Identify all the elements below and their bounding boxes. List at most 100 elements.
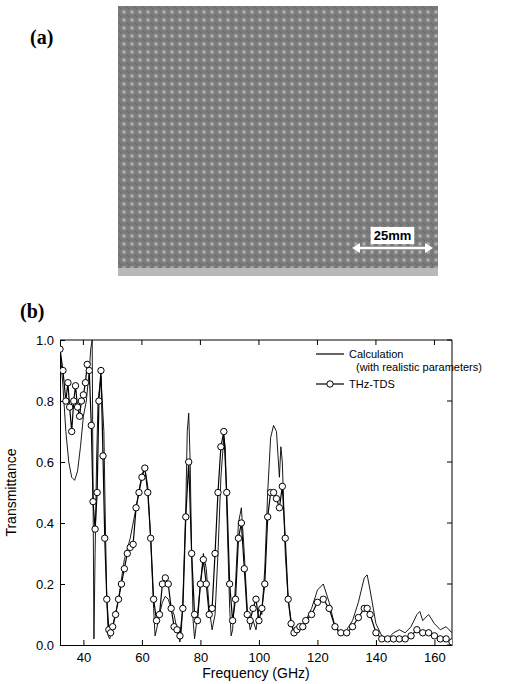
tick-mark	[200, 340, 201, 345]
data-point	[71, 398, 77, 404]
data-point	[183, 514, 189, 520]
data-point	[72, 383, 78, 389]
tick-mark	[200, 640, 201, 645]
data-point	[431, 633, 437, 639]
data-point	[174, 627, 180, 633]
data-point	[180, 605, 186, 611]
legend-swatch	[316, 353, 344, 354]
data-point	[449, 639, 452, 645]
data-point	[86, 367, 92, 373]
data-point	[320, 596, 326, 602]
data-point	[300, 624, 306, 630]
axis-line	[61, 645, 453, 646]
data-point	[133, 505, 139, 511]
data-point	[270, 489, 276, 495]
tick-mark	[141, 340, 142, 345]
scale-bar-arrow	[352, 243, 360, 253]
data-point	[69, 428, 75, 434]
data-point	[425, 630, 431, 636]
data-point	[191, 611, 197, 617]
data-point	[303, 617, 309, 623]
scale-bar-line	[356, 247, 429, 250]
data-point	[100, 453, 106, 459]
data-point	[76, 413, 82, 419]
data-point	[349, 624, 355, 630]
data-point	[124, 550, 130, 556]
data-point	[84, 361, 90, 367]
tick-label: 40	[77, 650, 91, 665]
data-point	[215, 489, 221, 495]
tick: 80	[194, 640, 208, 665]
y-axis-title: Transmittance	[3, 448, 19, 536]
data-point	[156, 611, 162, 617]
data-point	[80, 392, 86, 398]
tick: 0.8	[36, 394, 65, 409]
data-point	[92, 526, 98, 532]
data-point	[78, 398, 84, 404]
data-point	[238, 520, 244, 526]
data-point	[104, 596, 110, 602]
data-point	[88, 422, 94, 428]
tick-mark	[447, 523, 452, 524]
tick-label: 0.8	[36, 394, 54, 409]
data-point	[130, 541, 136, 547]
photo-bottom-edge	[118, 268, 438, 276]
data-point	[60, 367, 66, 373]
tick-mark	[259, 640, 260, 645]
frame-right	[452, 340, 453, 645]
data-point	[332, 624, 338, 630]
data-point	[188, 550, 194, 556]
series-line	[60, 340, 452, 642]
data-point	[282, 535, 288, 541]
data-point	[402, 636, 408, 642]
tick-mark	[376, 640, 377, 645]
data-point	[273, 495, 279, 501]
tick-label: 0.0	[36, 638, 54, 653]
y-axis: 0.00.20.40.60.81.0	[36, 333, 65, 653]
data-point	[60, 346, 63, 352]
data-point	[98, 367, 104, 373]
data-point	[259, 605, 265, 611]
data-point	[121, 566, 127, 572]
data-point	[177, 633, 183, 639]
tick-label: 0.4	[36, 516, 54, 531]
data-point	[203, 581, 209, 587]
data-point	[142, 465, 148, 471]
data-point	[443, 636, 449, 642]
panel-label: (a)	[30, 26, 53, 49]
tick-mark	[83, 640, 84, 645]
data-point	[226, 581, 232, 587]
x-axis-title: Frequency (GHz)	[202, 665, 309, 681]
figure: (a)25mm(b)4060801001201401600.00.20.40.6…	[0, 0, 509, 684]
axis-line	[60, 341, 61, 646]
data-point	[408, 633, 414, 639]
tick: 0.4	[36, 516, 65, 531]
data-point	[65, 380, 71, 386]
scale-bar-arrow	[425, 243, 433, 253]
data-point	[235, 535, 241, 541]
tick-mark	[83, 340, 84, 345]
legend-marker	[327, 381, 333, 387]
data-point	[96, 398, 102, 404]
tick-mark	[142, 640, 143, 645]
data-point	[147, 535, 153, 541]
tick-mark	[60, 462, 65, 463]
tick: 120	[307, 640, 329, 665]
scale-bar-label-bg	[371, 227, 415, 244]
data-point	[367, 611, 373, 617]
data-point	[107, 630, 113, 636]
data-point	[262, 581, 268, 587]
data-point	[314, 599, 320, 605]
data-point	[212, 550, 218, 556]
tick: 100	[249, 640, 271, 665]
data-point	[256, 617, 262, 623]
data-point	[209, 605, 215, 611]
tick: 140	[366, 640, 388, 665]
data-point	[74, 404, 80, 410]
data-point	[244, 611, 250, 617]
tick: 0.0	[36, 638, 65, 653]
data-point	[355, 614, 361, 620]
tick-label: 0.6	[36, 455, 54, 470]
tick: 160	[424, 640, 446, 665]
tick: 40	[77, 640, 91, 665]
